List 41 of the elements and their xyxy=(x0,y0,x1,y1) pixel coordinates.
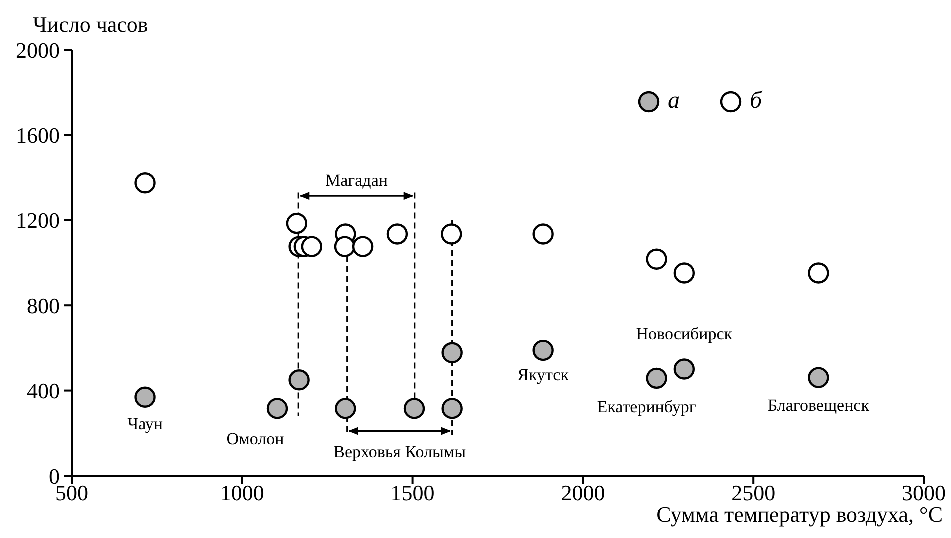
point xyxy=(134,386,156,408)
point xyxy=(442,398,463,420)
annotation: Новосибирск xyxy=(636,324,734,344)
point xyxy=(335,398,356,420)
point xyxy=(334,236,356,258)
y-axis-title: Число часов xyxy=(33,12,148,38)
x-tick-label: 1500 xyxy=(390,480,435,506)
y-tick-label: 400 xyxy=(27,378,60,404)
point xyxy=(386,224,408,245)
point xyxy=(532,224,554,245)
point xyxy=(646,248,668,270)
y-tick-label: 1600 xyxy=(16,123,60,148)
point xyxy=(808,367,830,388)
x-tick-label: 2000 xyxy=(561,480,606,506)
point xyxy=(532,340,554,362)
legend-label: а xyxy=(668,88,680,115)
annotation: Верховья Колымы xyxy=(334,442,467,462)
annotation: Магадан xyxy=(325,171,388,190)
annotation: Чаун xyxy=(128,414,163,434)
point xyxy=(134,172,156,194)
point xyxy=(442,342,463,364)
point xyxy=(404,398,426,420)
annotation: Омолон xyxy=(226,430,284,449)
point xyxy=(352,236,374,258)
point xyxy=(646,368,668,390)
y-tick-label: 2000 xyxy=(16,38,60,63)
point xyxy=(808,262,830,284)
annotation: Якутск xyxy=(518,366,570,385)
annotation: Благовещенск xyxy=(768,396,870,415)
point xyxy=(301,236,323,258)
y-tick-label: 800 xyxy=(27,293,60,318)
annotation: Екатеринбург xyxy=(597,397,696,416)
point xyxy=(288,370,310,391)
x-tick-label: 1000 xyxy=(220,480,264,506)
point xyxy=(286,212,308,234)
y-tick-label: 1200 xyxy=(16,208,60,234)
point xyxy=(674,262,696,284)
point xyxy=(441,224,462,245)
point xyxy=(266,398,288,420)
point xyxy=(674,358,696,380)
legend-label: б xyxy=(750,88,762,115)
